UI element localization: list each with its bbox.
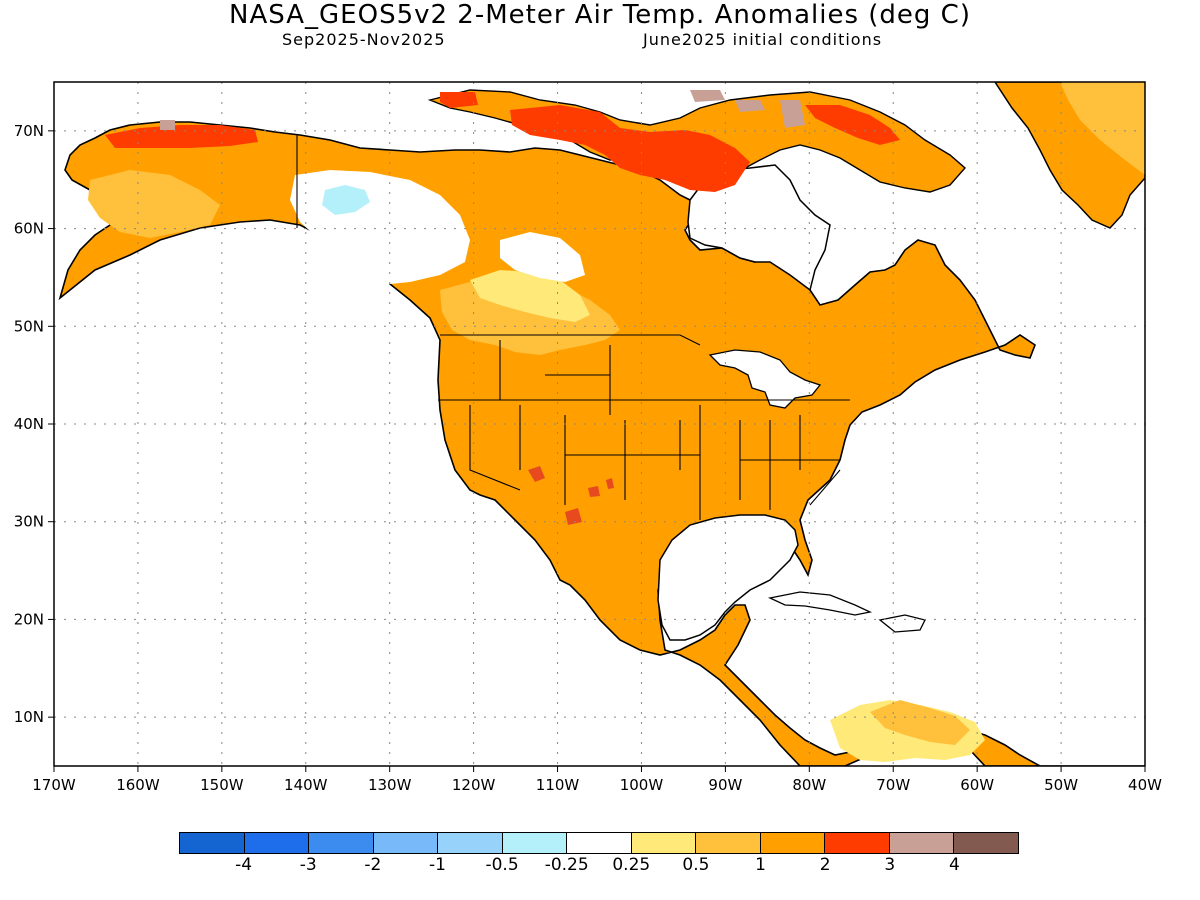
lon-tick-label: 70W <box>876 776 910 794</box>
hispaniola <box>878 614 926 633</box>
political-boundaries <box>296 135 850 520</box>
lat-lon-grid <box>54 82 1145 766</box>
lat-tick-label: 30N <box>14 513 44 531</box>
north-america-land <box>58 121 1145 766</box>
anomaly-two-to-three-southwest <box>528 466 614 525</box>
colorbar-cell <box>825 833 890 853</box>
lon-tick-label: 80W <box>792 776 826 794</box>
colorbar-label: 4 <box>948 855 960 875</box>
cuba <box>767 591 873 616</box>
colorbar-cell <box>631 833 697 853</box>
colorbar-cell <box>502 833 568 853</box>
lon-tick-label: 150W <box>200 776 244 794</box>
colorbar-label: 2 <box>819 855 831 875</box>
colorbar-cell <box>696 833 761 853</box>
colorbar-label: -2 <box>364 855 382 875</box>
lat-tick-label: 60N <box>14 220 44 238</box>
colorbar-label: 0.25 <box>612 855 651 875</box>
colorbar-label: -0.5 <box>485 855 519 875</box>
great-lakes <box>708 349 822 409</box>
lon-tick-label: 60W <box>960 776 994 794</box>
anomaly-negative-patch <box>322 185 370 215</box>
greenland-east-light <box>1060 82 1145 175</box>
colorbar-cell <box>889 833 955 853</box>
lon-tick-label: 140W <box>284 776 328 794</box>
colorbar-label: -4 <box>235 855 253 875</box>
lat-tick-label: 10N <box>14 708 44 726</box>
colorbar <box>179 832 1019 854</box>
colorbar-cell <box>244 833 310 853</box>
lon-tick-label: 50W <box>1044 776 1078 794</box>
colorbar-cell <box>760 833 826 853</box>
lat-tick-label: 40N <box>14 415 44 433</box>
lon-tick-label: 120W <box>452 776 496 794</box>
gulf-of-mexico <box>657 514 799 641</box>
axis-ticks: 170W 160W 150W 140W 130W 120W 110W 100W 90W 80W 70… <box>14 122 1162 794</box>
forecast-period: Sep2025-Nov2025 <box>282 30 446 49</box>
lon-tick-label: 160W <box>116 776 160 794</box>
anomaly-two-to-three-alaska <box>105 125 258 148</box>
anomaly-two-to-three-arctic-east <box>805 105 900 145</box>
lat-tick-label: 50N <box>14 317 44 335</box>
colorbar-label: -1 <box>428 855 446 875</box>
lon-tick-label: 110W <box>536 776 580 794</box>
colorbar-cell <box>954 833 1018 853</box>
lon-tick-label: 130W <box>368 776 412 794</box>
anomaly-two-to-three-patch <box>440 92 478 108</box>
hudson-bay <box>687 164 831 292</box>
colorbar-cell <box>309 833 374 853</box>
anomaly-half-to-one-west <box>88 170 220 238</box>
map-title: NASA_GEOS5v2 2-Meter Air Temp. Anomalies… <box>229 0 971 30</box>
colorbar-label: 0.5 <box>682 855 710 875</box>
colorbar-cell <box>180 833 245 853</box>
anomaly-two-to-three-arctic <box>510 105 750 192</box>
initial-conditions: June2025 initial conditions <box>643 30 883 49</box>
colorbar-label: -0.25 <box>544 855 589 875</box>
colorbar-cell <box>438 833 503 853</box>
colorbar-label: -3 <box>299 855 317 875</box>
anomaly-near-zero-east <box>500 232 585 282</box>
colorbar-cell <box>567 833 632 853</box>
lon-tick-label: 100W <box>620 776 664 794</box>
colorbar-label: 3 <box>884 855 896 875</box>
lon-tick-label: 40W <box>1128 776 1162 794</box>
colorbar-cell <box>373 833 439 853</box>
lat-tick-label: 70N <box>14 122 44 140</box>
anomaly-quarter-to-half <box>470 270 590 322</box>
anomaly-half-to-one-sa <box>870 700 970 745</box>
colorbar-label: 1 <box>755 855 766 875</box>
lon-tick-label: 90W <box>708 776 742 794</box>
lat-tick-label: 20N <box>14 610 44 628</box>
lon-tick-label: 170W <box>32 776 76 794</box>
